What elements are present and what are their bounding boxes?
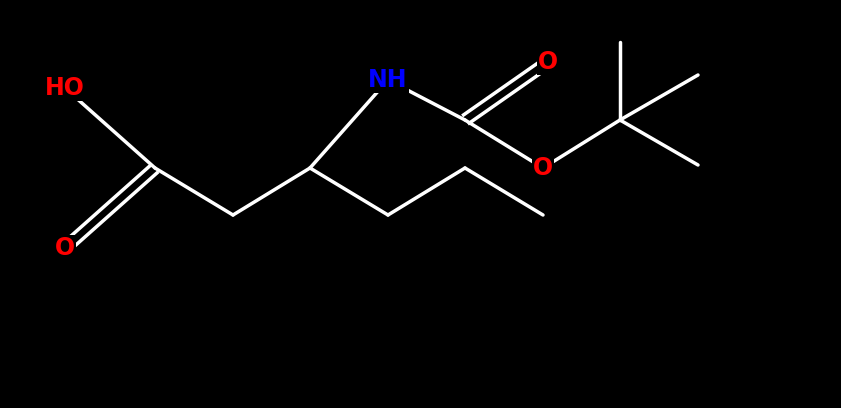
- Text: O: O: [533, 156, 553, 180]
- Text: O: O: [538, 50, 558, 74]
- Text: NH: NH: [368, 68, 408, 92]
- Text: O: O: [55, 236, 75, 260]
- Text: HO: HO: [45, 76, 85, 100]
